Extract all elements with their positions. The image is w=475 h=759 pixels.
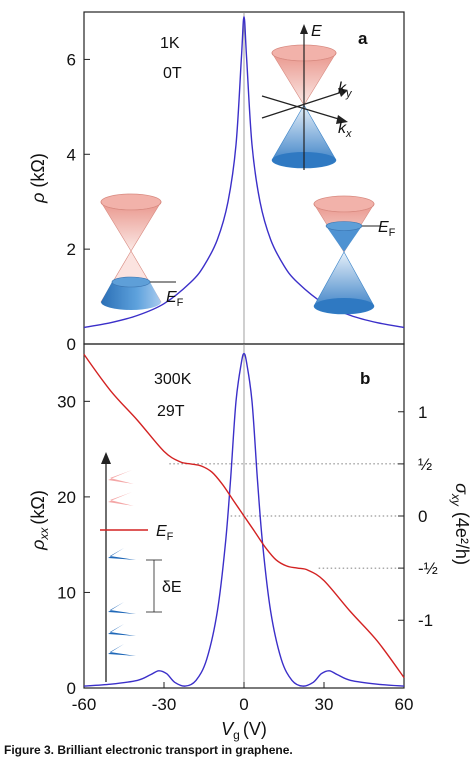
left-fermi-surface xyxy=(111,276,151,288)
panel-b-x-tick-label: -60 xyxy=(72,695,97,714)
panel-b-x-tick-label: 30 xyxy=(315,695,334,714)
hole-landau-levels xyxy=(108,548,136,656)
left-upper-cone xyxy=(100,200,162,252)
panel-b-right-y-tick-label: 1 xyxy=(418,403,427,422)
kx-axis xyxy=(261,95,343,121)
panel-b-left-y-tick-label: 0 xyxy=(67,679,76,698)
caption-fragment: Figure 3. Brilliant electronic transport… xyxy=(4,743,293,757)
panel-b-right-y-tick-label: -½ xyxy=(418,559,438,578)
panel-b-right-y-axis-label: σxy(4e²/h) xyxy=(449,483,472,565)
panel-b: 0 10 20 30 1 ½ 0 -½ -1 -60 -30 0 30 60 b 300K 29T ρ… xyxy=(28,343,472,742)
panel-b-x-ticks: -60 -30 0 30 60 xyxy=(72,682,414,714)
panel-b-x-tick-label: 0 xyxy=(239,695,248,714)
panel-a-y-tick-label: 6 xyxy=(67,50,76,69)
panel-b-left-y-tick-label: 30 xyxy=(57,392,76,411)
x-axis-label: Vg (V) xyxy=(221,719,267,742)
panel-b-x-tick-label: -30 xyxy=(152,695,177,714)
panel-b-x-tick-label: 60 xyxy=(395,695,414,714)
ky-label: ky xyxy=(338,80,353,100)
panel-b-right-y-tick-label: ½ xyxy=(418,455,432,474)
left-fermi-label: EF xyxy=(166,289,184,309)
energy-axis-arrow-icon xyxy=(300,24,308,34)
svg-text:ρxx(kΩ): ρxx(kΩ) xyxy=(28,490,51,551)
kx-axis-arrow-icon xyxy=(336,115,348,124)
panel-b-right-y-tick-label: -1 xyxy=(418,611,433,630)
ky-axis xyxy=(261,91,343,119)
svg-text:Vg(V): Vg (V) xyxy=(221,719,267,742)
panel-a-y-tick-label: 2 xyxy=(67,240,76,259)
right-fermi-surface xyxy=(325,221,363,231)
inset-energy-arrow-icon xyxy=(101,452,111,464)
left-cone-inset: EF xyxy=(100,193,184,310)
inset-fermi-label: EF xyxy=(156,523,174,543)
right-filled-region xyxy=(326,226,362,252)
panel-b-label: b xyxy=(360,369,370,388)
right-cone-inset: EF xyxy=(313,195,396,315)
panel-a-resistivity-curve xyxy=(83,15,405,329)
right-fermi-label: EF xyxy=(378,219,396,239)
panel-a-y-tick-label: 0 xyxy=(67,335,76,354)
panel-b-sigma-xy-curve xyxy=(83,353,405,679)
landau-level-inset: EF δE xyxy=(100,452,182,682)
gap-label: δE xyxy=(162,579,182,596)
kx-label: kx xyxy=(338,120,352,140)
panel-a-y-tick-label: 4 xyxy=(67,145,76,164)
left-filled-band xyxy=(101,282,161,310)
panel-b-left-y-tick-label: 20 xyxy=(57,488,76,507)
svg-text:σxy(4e²/h): σxy(4e²/h) xyxy=(449,483,472,565)
panel-b-rho-xx-curve xyxy=(83,352,405,687)
panel-b-left-y-tick-label: 10 xyxy=(57,583,76,602)
panel-b-dotted-levels xyxy=(169,463,404,569)
panel-b-right-y-tick-label: 0 xyxy=(418,507,427,526)
dirac-cone-inset: E ky kx xyxy=(261,23,353,170)
panel-b-left-y-axis-label: ρxx(kΩ) xyxy=(28,490,51,551)
panel-b-field: 29T xyxy=(157,403,185,420)
ylabel-a-unit: (kΩ) xyxy=(28,153,48,187)
panel-a-field: 0T xyxy=(163,65,182,82)
panel-b-left-y-ticks: 0 10 20 30 xyxy=(57,392,90,698)
panel-a-y-axis-label: ρ (kΩ) xyxy=(28,153,48,204)
panel-a-y-ticks: 0 2 4 6 xyxy=(67,50,90,354)
panel-b-right-y-ticks: 1 ½ 0 -½ -1 xyxy=(398,403,438,630)
energy-axis-label: E xyxy=(311,23,322,40)
right-lower-base xyxy=(314,298,374,314)
ky-axis-arrow-icon xyxy=(338,88,348,97)
panel-a-label: a xyxy=(358,29,368,48)
electron-landau-levels xyxy=(108,470,134,506)
panel-a: 0 2 4 6 a 1K 0T ρ (kΩ) E ky kx xyxy=(28,11,405,354)
svg-text:ρ (kΩ): ρ (kΩ) xyxy=(28,153,48,204)
panel-a-temperature: 1K xyxy=(160,35,180,52)
ylabel-a-symbol: ρ xyxy=(28,193,48,204)
panel-b-temperature: 300K xyxy=(154,371,192,388)
